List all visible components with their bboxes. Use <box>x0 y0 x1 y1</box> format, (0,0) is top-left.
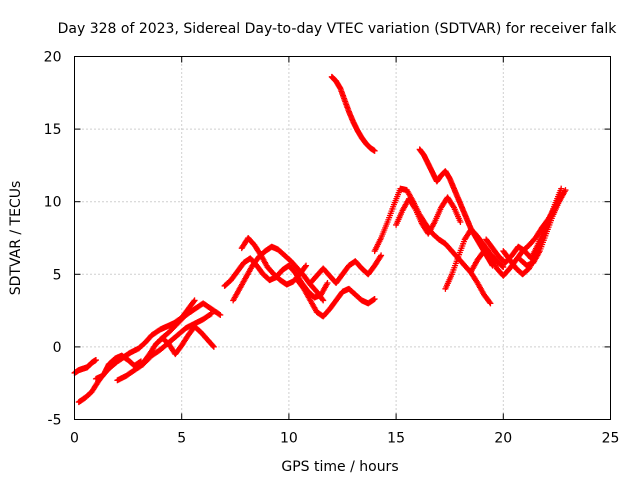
x-tick-label: 15 <box>387 431 405 447</box>
data-point-plus <box>207 311 214 318</box>
data-point-plus <box>378 252 385 259</box>
data-point-plus <box>377 253 384 260</box>
y-tick-label: -5 <box>48 413 62 429</box>
x-axis-label: GPS time / hours <box>281 459 398 475</box>
series-track-6 <box>157 300 224 343</box>
data-point-plus <box>217 311 224 318</box>
data-point-plus <box>302 263 309 270</box>
data-point-plus <box>486 299 493 306</box>
y-tick-label: 10 <box>44 195 62 211</box>
series-track-1 <box>71 356 99 377</box>
data-point-plus <box>450 203 457 210</box>
x-tick-labels: 0 5 10 15 20 25 <box>70 431 619 447</box>
x-tick-label: 25 <box>602 431 620 447</box>
y-tick-label: 5 <box>53 267 62 283</box>
y-tick-label: 0 <box>53 340 62 356</box>
x-tick-label: 0 <box>70 431 79 447</box>
data-point-plus <box>500 264 507 271</box>
y-axis-label: SDTVAR / TECUs <box>8 181 24 296</box>
x-tick-label: 5 <box>177 431 186 447</box>
series-track-14 <box>393 194 464 237</box>
x-tick-label: 20 <box>494 431 512 447</box>
x-tick-label: 10 <box>280 431 298 447</box>
y-tick-labels: -5 0 5 10 15 20 <box>44 50 62 429</box>
series-track-10 <box>294 277 378 320</box>
series-track-9 <box>238 235 310 288</box>
data-point-plus <box>371 295 378 302</box>
series-track-8 <box>230 243 327 304</box>
data-point-plus <box>210 343 217 350</box>
data-point-plus <box>320 297 327 304</box>
plot-frame <box>74 56 611 420</box>
data-point-plus <box>487 300 494 307</box>
data-point-plus <box>411 204 418 211</box>
data-series <box>71 73 569 406</box>
data-point-plus <box>371 147 378 154</box>
series-track-12 <box>328 73 378 154</box>
y-tick-label: 20 <box>44 50 62 66</box>
data-point-plus <box>190 298 197 305</box>
y-tick-label: 15 <box>44 122 62 138</box>
data-point-plus <box>324 280 331 287</box>
data-point-plus <box>457 219 464 226</box>
series-track-20 <box>517 187 569 269</box>
data-point-plus <box>303 262 310 269</box>
data-point-plus <box>92 356 99 363</box>
data-point-plus <box>210 342 217 349</box>
series-track-11 <box>307 252 385 287</box>
data-point-plus <box>319 296 326 303</box>
data-point-plus <box>191 297 198 304</box>
data-point-plus <box>216 311 223 318</box>
chart-title: Day 328 of 2023, Sidereal Day-to-day VTE… <box>58 21 618 37</box>
data-point-plus <box>558 185 565 192</box>
data-point-plus <box>562 187 569 194</box>
data-point-plus <box>499 263 506 270</box>
